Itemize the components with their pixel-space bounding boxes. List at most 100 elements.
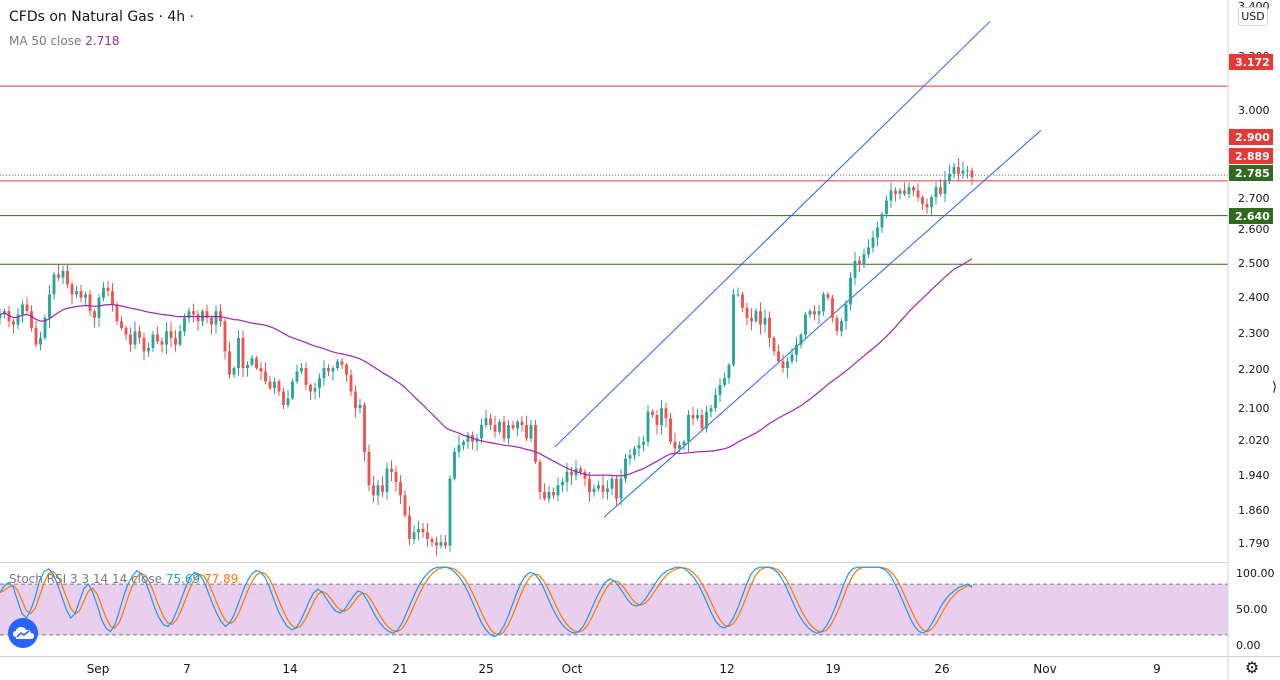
symbol-title[interactable]: CFDs on Natural Gas · 4h · (9, 9, 195, 25)
candle (408, 505, 411, 546)
candle-body (678, 445, 681, 449)
candle (804, 311, 807, 339)
candle-body (529, 425, 533, 439)
candles (0, 157, 974, 556)
candle (327, 364, 330, 377)
candle (727, 363, 731, 384)
candle-body (30, 311, 33, 328)
candle (75, 285, 78, 299)
candle-body (246, 364, 249, 369)
candle-body (34, 327, 38, 345)
candle-body (673, 441, 677, 449)
candle (79, 284, 83, 303)
candle-body (16, 314, 20, 325)
price-label-2.900: 2.900 (1229, 129, 1273, 145)
candle (228, 342, 231, 379)
stoch-rsi-pane[interactable] (0, 566, 1228, 638)
candle-body (196, 314, 200, 322)
candle-body (511, 425, 515, 429)
price-label-text: 3.172 (1235, 56, 1270, 69)
candle (273, 377, 276, 394)
candle-body (399, 481, 402, 496)
candle-body (93, 311, 96, 318)
candle (345, 362, 348, 382)
candle (331, 365, 335, 381)
price-label-text: 2.785 (1235, 167, 1270, 180)
candle (790, 348, 794, 365)
candle-body (192, 311, 195, 315)
candle (858, 256, 861, 273)
candle (421, 522, 425, 538)
candle-body (705, 411, 708, 429)
candle-body (120, 321, 123, 328)
candle-body (336, 361, 339, 369)
candle-body (894, 190, 897, 194)
candle-body (714, 394, 717, 409)
candle-body (484, 418, 488, 426)
candle-body (826, 294, 830, 298)
candle-body (610, 478, 614, 489)
candle-body (57, 274, 60, 278)
candle (538, 459, 542, 500)
candle-body (862, 254, 866, 265)
candle (597, 480, 600, 492)
candle-body (223, 321, 227, 352)
candle-body (858, 260, 861, 265)
candle-body (169, 331, 173, 338)
candle-body (853, 260, 857, 278)
candle (934, 181, 938, 205)
stoch-band (0, 584, 1228, 635)
candle (507, 419, 510, 445)
price-pane[interactable] (0, 21, 1228, 556)
candle-body (372, 485, 375, 496)
drag-handle-icon[interactable]: ⟩ (1272, 380, 1278, 395)
ma-label: MA 50 close (9, 34, 82, 48)
candle (498, 419, 501, 435)
time-tick-label: 14 (282, 662, 297, 676)
price-tick-label: 3.000 (1238, 104, 1270, 117)
candle (835, 315, 839, 336)
candle-body (520, 421, 524, 426)
price-tick-label: 2.300 (1238, 327, 1270, 340)
candle (682, 439, 686, 450)
candle (723, 372, 726, 388)
candle-body (385, 468, 389, 493)
candle-body (394, 471, 398, 482)
candle (97, 294, 101, 327)
currency-badge[interactable]: USD (1238, 7, 1268, 26)
candle-body (592, 488, 596, 493)
stoch-legend[interactable]: Stoch RSI 3 3 14 14 close 75.69 77.89 (9, 572, 238, 586)
candle (129, 327, 132, 352)
candle-body (430, 538, 434, 543)
candle-body (570, 471, 573, 476)
candle-body (808, 311, 812, 315)
candle (133, 321, 137, 350)
candle-body (813, 311, 816, 315)
candle-body (970, 170, 974, 178)
candle (448, 475, 452, 552)
gear-icon[interactable]: ⚙ (1244, 658, 1260, 677)
price-tick-label: 2.500 (1238, 257, 1270, 270)
ma-legend[interactable]: MA 50 close 2.718 (9, 34, 120, 48)
candle (52, 271, 56, 300)
candle (286, 389, 290, 408)
candle (43, 314, 47, 341)
candle (952, 162, 956, 179)
candle-body (669, 418, 672, 442)
candle-body (691, 414, 695, 419)
candle-body (160, 341, 164, 345)
candle-body (885, 200, 888, 215)
candle-body (867, 247, 870, 255)
candle-body (849, 277, 852, 305)
candle (529, 419, 533, 442)
candle-body (552, 492, 555, 496)
candle (736, 287, 740, 297)
candle-body (543, 492, 546, 499)
symbol-legend[interactable]: CFDs on Natural Gas · 4h · (9, 9, 194, 25)
tradingview-logo-icon[interactable] (8, 618, 38, 648)
candle-body (538, 461, 542, 493)
candle (124, 325, 128, 340)
candle (826, 292, 830, 301)
candle-body (426, 532, 429, 539)
